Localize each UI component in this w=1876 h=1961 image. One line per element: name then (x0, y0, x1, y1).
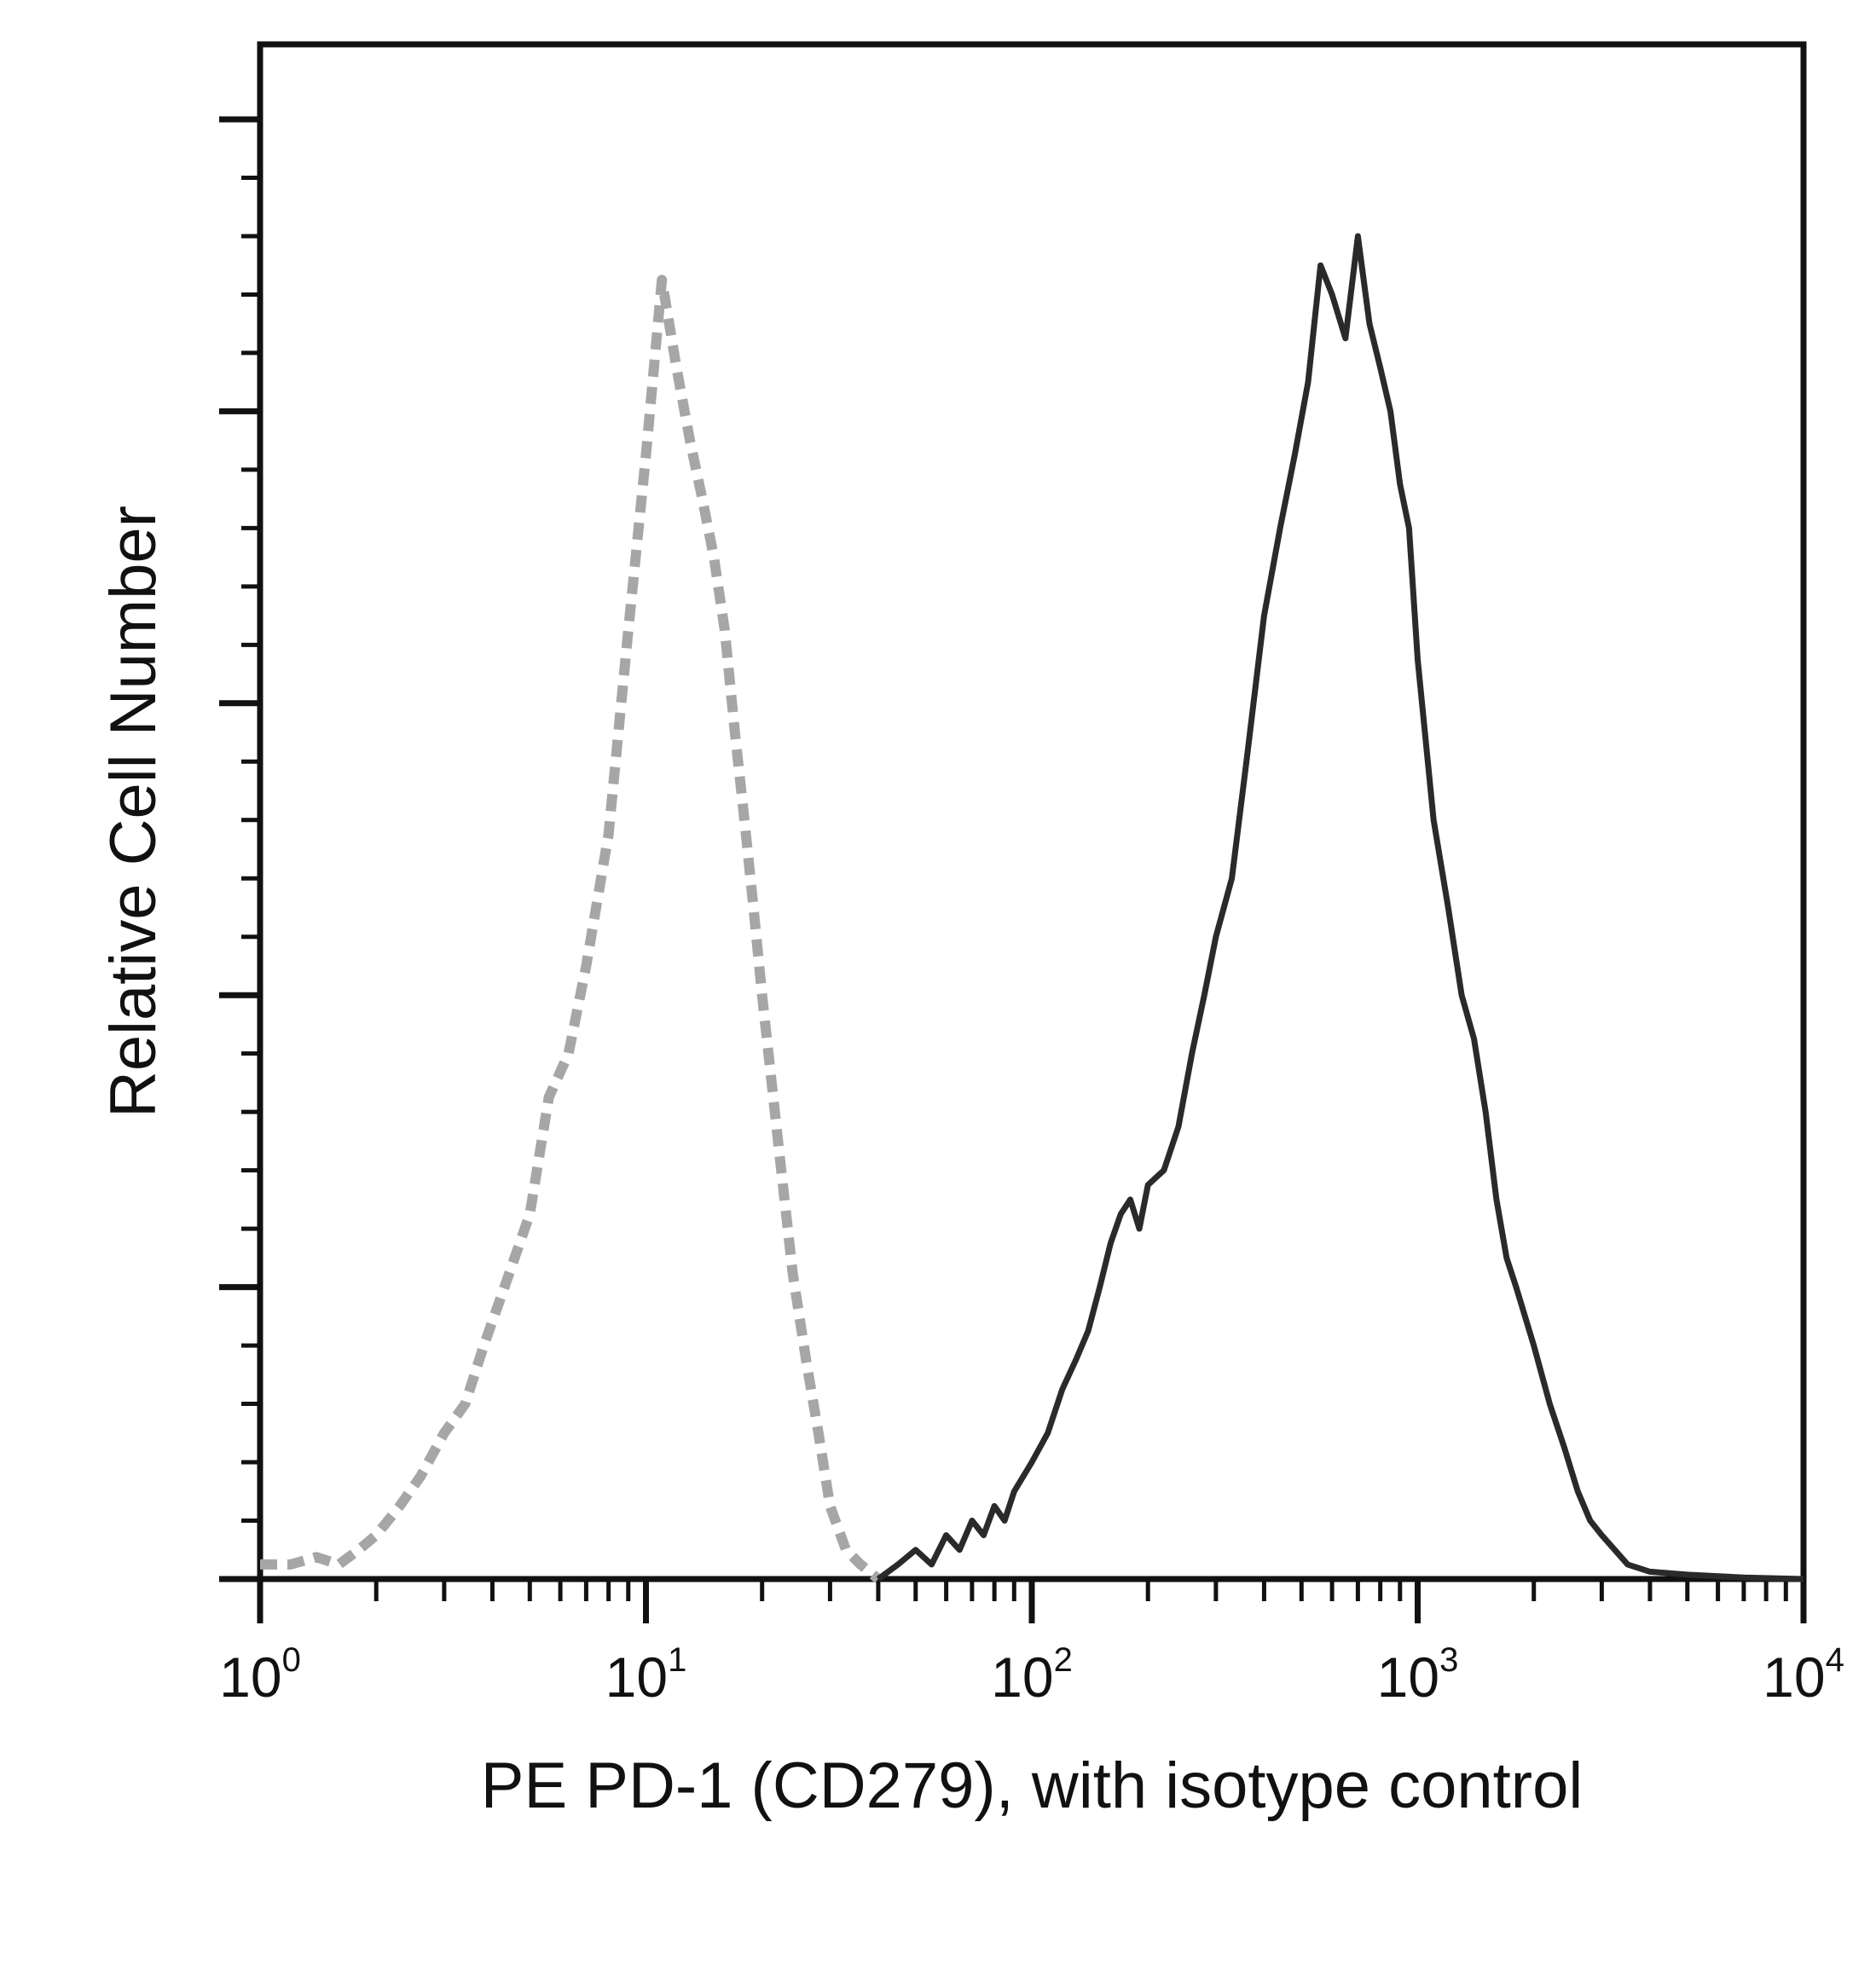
pd1-stained-line (876, 233, 1804, 1582)
x-axis-title: PE PD-1 (CD279), with isotype control (481, 1750, 1583, 1822)
x-axis-ticks (257, 1579, 1807, 1623)
x-tick-label: 104 (1763, 1641, 1844, 1709)
x-tick-label: 102 (991, 1641, 1073, 1709)
plot-frame (257, 41, 1807, 1582)
isotype-control-line (260, 275, 882, 1583)
y-axis-ticks (219, 116, 260, 1582)
y-axis-title: Relative Cell Number (97, 506, 170, 1118)
x-tick-label: 101 (605, 1641, 687, 1709)
x-tick-label: 100 (219, 1641, 301, 1709)
x-tick-labels: 100 101 102 103 104 (219, 1641, 1844, 1709)
histogram-series (260, 233, 1804, 1583)
x-tick-label: 103 (1377, 1641, 1459, 1709)
